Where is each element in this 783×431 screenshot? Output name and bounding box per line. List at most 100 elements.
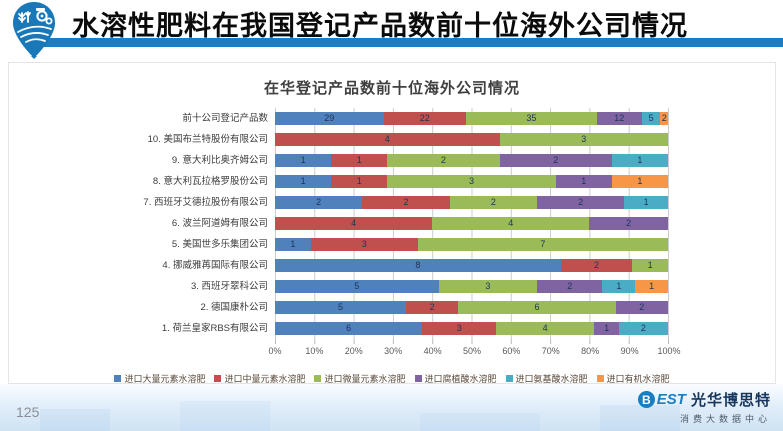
plot-column: 29 22 35 12 5 2 4 3 1 1 2 2 1 1 1 3 1 1 2 2 2 2 1 4 4 2 1 3 7 8 2 1 5 3 2 1…	[268, 108, 681, 360]
bar-segment: 2	[536, 196, 625, 209]
bar-segment: 8	[275, 259, 561, 272]
chart-legend: 进口大量元素水溶肥 进口中量元素水溶肥 进口微量元素水溶肥 进口腐植酸水溶肥 进口氨基酸…	[97, 372, 687, 385]
legend-swatch	[314, 375, 322, 382]
legend-item: 进口中量元素水溶肥	[214, 372, 305, 385]
bar-segment: 3	[499, 133, 668, 146]
brand-subtitle: 消费大数据中心	[679, 414, 771, 424]
legend-swatch	[414, 375, 422, 382]
bar-segment: 5	[641, 112, 661, 125]
category-label: 前十公司登记产品数	[182, 113, 268, 124]
slide-header: 水溶性肥料在我国登记产品数前十位海外公司情况	[0, 0, 783, 59]
bar-segment: 22	[383, 112, 466, 125]
bar-segment: 1	[611, 175, 668, 188]
bar-segment: 1	[275, 238, 311, 251]
chart-panel: 在华登记产品数前十位海外公司情况 前十公司登记产品数 10. 美国布兰特股份有限公…	[8, 62, 776, 384]
bar-segment: 1	[602, 280, 636, 293]
x-tick-label: 40%	[423, 346, 442, 356]
bar-segment: 2	[362, 196, 450, 209]
category-label: 3. 西班牙翠科公司	[190, 281, 268, 292]
brand-name: 光华博思特	[690, 392, 771, 409]
bar-segment: 4	[275, 133, 500, 146]
x-tick-label: 100%	[657, 346, 681, 356]
page-title: 水溶性肥料在我国登记产品数前十位海外公司情况	[72, 11, 688, 41]
category-label: 7. 西班牙艾德拉股份有限公司	[143, 197, 268, 208]
category-label: 8. 意大利瓦拉格罗股份公司	[152, 176, 268, 187]
legend-swatch	[596, 375, 604, 382]
brand-logo: B EST 光华博思特 消费大数据中心	[637, 389, 771, 425]
bar-segment: 1	[594, 322, 619, 335]
bar-segment: 2	[387, 154, 500, 167]
bar-segment: 1	[275, 154, 332, 167]
bar-segment: 2	[589, 217, 668, 230]
bar-segment: 12	[596, 112, 642, 125]
city-skyline-decoration	[0, 384, 783, 431]
bar-segment: 2	[275, 196, 363, 209]
stacked-bar-row: 29 22 35 12 5 2	[275, 112, 668, 125]
bar-segment: 6	[275, 322, 423, 335]
bar-segment: 1	[331, 175, 388, 188]
legend-swatch	[114, 375, 122, 382]
bar-segment: 2	[449, 196, 537, 209]
bar-segment: 5	[275, 280, 439, 293]
x-tick-label: 0%	[268, 346, 282, 356]
x-tick-label: 70%	[541, 346, 560, 356]
bar-segment: 7	[417, 238, 668, 251]
bar-segment: 2	[615, 301, 668, 314]
legend-item: 进口氨基酸水溶肥	[505, 372, 588, 385]
bar-segment: 1	[331, 154, 388, 167]
category-label: 1. 荷兰皇家RBS有限公司	[161, 323, 268, 334]
stacked-bar-chart: 在华登记产品数前十位海外公司情况 前十公司登记产品数 10. 美国布兰特股份有限公…	[97, 77, 687, 385]
page-number: 125	[16, 404, 40, 420]
x-tick-label: 50%	[462, 346, 482, 356]
title-underline-bar	[30, 38, 783, 47]
bar-segment: 4	[432, 217, 590, 230]
bar-segment: 2	[499, 154, 612, 167]
bar-segment: 2	[405, 301, 459, 314]
bar-segment: 1	[624, 196, 668, 209]
bar-segment: 1	[555, 175, 612, 188]
category-label: 6. 波兰阿道姆有限公司	[171, 218, 268, 229]
slide-footer: 125 B EST 光华博思特 消费大数据中心	[0, 384, 783, 431]
legend-item: 进口有机水溶肥	[596, 372, 670, 385]
farm-pin-logo-icon	[13, 2, 55, 59]
legend-label: 进口有机水溶肥	[606, 374, 670, 384]
bar-segment: 2	[618, 322, 668, 335]
bar-segment: 4	[275, 217, 433, 230]
legend-item: 进口大量元素水溶肥	[114, 372, 205, 385]
bar-segment: 3	[310, 238, 418, 251]
legend-label: 进口氨基酸水溶肥	[515, 374, 588, 384]
y-axis-labels: 前十公司登记产品数 10. 美国布兰特股份有限公司 9. 意大利比奥齐姆公司 8. 意…	[97, 108, 275, 360]
x-tick-label: 90%	[620, 346, 639, 356]
legend-label: 进口微量元素水溶肥	[324, 374, 406, 384]
bar-segment: 35	[465, 112, 597, 125]
bar-segment: 4	[496, 322, 595, 335]
bar-segment: 6	[458, 301, 616, 314]
x-axis-tick-labels: 0% 10% 20% 30% 40% 50% 60% 70% 80% 90% 100%	[268, 346, 680, 360]
x-tick-label: 30%	[384, 346, 403, 356]
bar-segment: 29	[275, 112, 384, 125]
bar-segment: 1	[275, 175, 332, 188]
bar-segment: 3	[422, 322, 497, 335]
x-axis-ticks	[275, 339, 669, 344]
legend-label: 进口中量元素水溶肥	[224, 374, 306, 384]
category-label: 9. 意大利比奥齐姆公司	[171, 155, 268, 166]
bar-segment: 1	[632, 259, 668, 272]
legend-label: 进口大量元素水溶肥	[124, 374, 206, 384]
legend-label: 进口腐植酸水溶肥	[424, 374, 497, 384]
chart-body: 前十公司登记产品数 10. 美国布兰特股份有限公司 9. 意大利比奥齐姆公司 8. 意…	[97, 108, 687, 360]
legend-item: 进口微量元素水溶肥	[314, 372, 406, 385]
x-tick-label: 80%	[581, 346, 600, 356]
legend-swatch	[505, 375, 513, 382]
bar-segment: 1	[611, 154, 668, 167]
brand-logo-row: B EST 光华博思特	[637, 389, 771, 410]
